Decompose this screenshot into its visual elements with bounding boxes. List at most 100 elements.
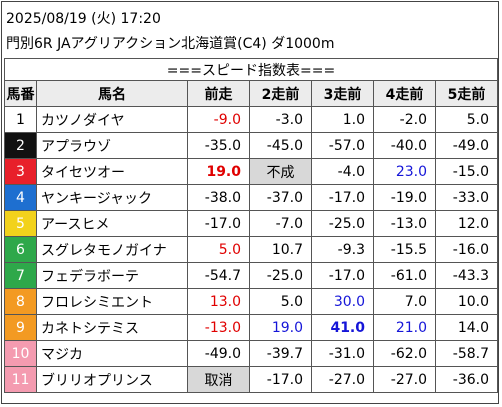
horse-name: アースヒメ (36, 210, 188, 237)
speed-index: 5.0 (435, 106, 498, 133)
speed-index: -7.0 (249, 210, 312, 237)
speed-index: -33.0 (435, 184, 498, 211)
speed-index: 21.0 (373, 314, 436, 341)
column-header: 2走前 (249, 80, 312, 107)
speed-index: -9.3 (311, 236, 374, 263)
speed-index: -3.0 (249, 106, 312, 133)
table-row: 11 ブリリオプリンス 取消 -17.0 -27.0 -27.0 -36.0 (4, 366, 498, 393)
speed-index: 19.0 (249, 314, 312, 341)
horse-number: 4 (4, 184, 37, 211)
column-header: 4走前 (373, 80, 436, 107)
horse-number: 10 (4, 340, 37, 367)
header-row: 馬番 馬名 前走 2走前 3走前 4走前 5走前 (4, 80, 498, 107)
horse-number: 5 (4, 210, 37, 237)
horse-name: タイセツオー (36, 158, 188, 185)
horse-name: ブリリオプリンス (36, 366, 188, 393)
speed-index: -25.0 (311, 210, 374, 237)
speed-index: 10.7 (249, 236, 312, 263)
speed-index: -9.0 (187, 106, 250, 133)
title-row: ===スピード指数表=== (4, 58, 498, 81)
table-body: ===スピード指数表=== 馬番 馬名 前走 2走前 3走前 4走前 5走前 1 カツノダイヤ -9… (4, 58, 498, 393)
speed-index: -17.0 (249, 366, 312, 393)
speed-index: -40.0 (373, 132, 436, 159)
speed-index: 不成 (249, 158, 312, 185)
column-header: 馬名 (36, 80, 188, 107)
speed-index: -37.0 (249, 184, 312, 211)
table-row: 1 カツノダイヤ -9.0 -3.0 1.0 -2.0 5.0 (4, 106, 498, 133)
column-header: 5走前 (435, 80, 498, 107)
speed-index: -62.0 (373, 340, 436, 367)
horse-number: 9 (4, 314, 37, 341)
table-row: 9 カネトシテミス -13.0 19.0 41.0 21.0 14.0 (4, 314, 498, 341)
speed-index: -19.0 (373, 184, 436, 211)
table-row: 4 ヤンキージャック -38.0 -37.0 -17.0 -19.0 -33.0 (4, 184, 498, 211)
column-header: 3走前 (311, 80, 374, 107)
speed-index: -15.5 (373, 236, 436, 263)
speed-index: 14.0 (435, 314, 498, 341)
horse-number: 2 (4, 132, 37, 159)
speed-index: -31.0 (311, 340, 374, 367)
speed-index: -49.0 (435, 132, 498, 159)
table-row: 10 マジカ -49.0 -39.7 -31.0 -62.0 -58.7 (4, 340, 498, 367)
speed-index: -36.0 (435, 366, 498, 393)
table-title: ===スピード指数表=== (4, 58, 498, 81)
speed-index: -38.0 (187, 184, 250, 211)
speed-index: -49.0 (187, 340, 250, 367)
speed-index: -61.0 (373, 262, 436, 289)
speed-table: ===スピード指数表=== 馬番 馬名 前走 2走前 3走前 4走前 5走前 1 カツノダイヤ -9… (4, 58, 498, 393)
speed-index: 5.0 (187, 236, 250, 263)
speed-index: 30.0 (311, 288, 374, 315)
horse-name: ヤンキージャック (36, 184, 188, 211)
horse-number: 3 (4, 158, 37, 185)
column-header: 馬番 (4, 80, 37, 107)
speed-index: -15.0 (435, 158, 498, 185)
column-header: 前走 (187, 80, 250, 107)
speed-index: -27.0 (373, 366, 436, 393)
horse-number: 1 (4, 106, 37, 133)
table-row: 5 アースヒメ -17.0 -7.0 -25.0 -13.0 12.0 (4, 210, 498, 237)
speed-index: -17.0 (187, 210, 250, 237)
speed-index: -25.0 (249, 262, 312, 289)
speed-index: 12.0 (435, 210, 498, 237)
table-row: 3 タイセツオー 19.0 不成 -4.0 23.0 -15.0 (4, 158, 498, 185)
speed-index: 19.0 (187, 158, 250, 185)
datetime: 2025/08/19 (火) 17:20 (6, 11, 161, 27)
horse-name: カツノダイヤ (36, 106, 188, 133)
race-name: 門別6R JAアグリアクション北海道賞(C4) ダ1000m (6, 36, 335, 52)
horse-name: スグレタモノガイナ (36, 236, 188, 263)
horse-name: マジカ (36, 340, 188, 367)
speed-index: -13.0 (373, 210, 436, 237)
speed-index: -17.0 (311, 262, 374, 289)
speed-index: -13.0 (187, 314, 250, 341)
horse-name: フロレシミエント (36, 288, 188, 315)
horse-number: 11 (4, 366, 37, 393)
speed-index: -35.0 (187, 132, 250, 159)
speed-index: -17.0 (311, 184, 374, 211)
speed-index: 41.0 (311, 314, 374, 341)
horse-name: カネトシテミス (36, 314, 188, 341)
speed-index: 7.0 (373, 288, 436, 315)
speed-index: -45.0 (249, 132, 312, 159)
table-row: 8 フロレシミエント 13.0 5.0 30.0 7.0 10.0 (4, 288, 498, 315)
speed-index: -4.0 (311, 158, 374, 185)
speed-index: -57.0 (311, 132, 374, 159)
speed-index: 10.0 (435, 288, 498, 315)
speed-index: -2.0 (373, 106, 436, 133)
speed-index: -27.0 (311, 366, 374, 393)
table-row: 2 アプラウゾ -35.0 -45.0 -57.0 -40.0 -49.0 (4, 132, 498, 159)
speed-index: 23.0 (373, 158, 436, 185)
horse-name: アプラウゾ (36, 132, 188, 159)
horse-number: 7 (4, 262, 37, 289)
speed-index: 13.0 (187, 288, 250, 315)
speed-index: 5.0 (249, 288, 312, 315)
speed-index: 1.0 (311, 106, 374, 133)
speed-index: -43.3 (435, 262, 498, 289)
speed-index: -39.7 (249, 340, 312, 367)
speed-index: -58.7 (435, 340, 498, 367)
speed-index: 取消 (187, 366, 250, 393)
speed-index: -16.0 (435, 236, 498, 263)
table-row: 7 フェデラボーテ -54.7 -25.0 -17.0 -61.0 -43.3 (4, 262, 498, 289)
horse-name: フェデラボーテ (36, 262, 188, 289)
